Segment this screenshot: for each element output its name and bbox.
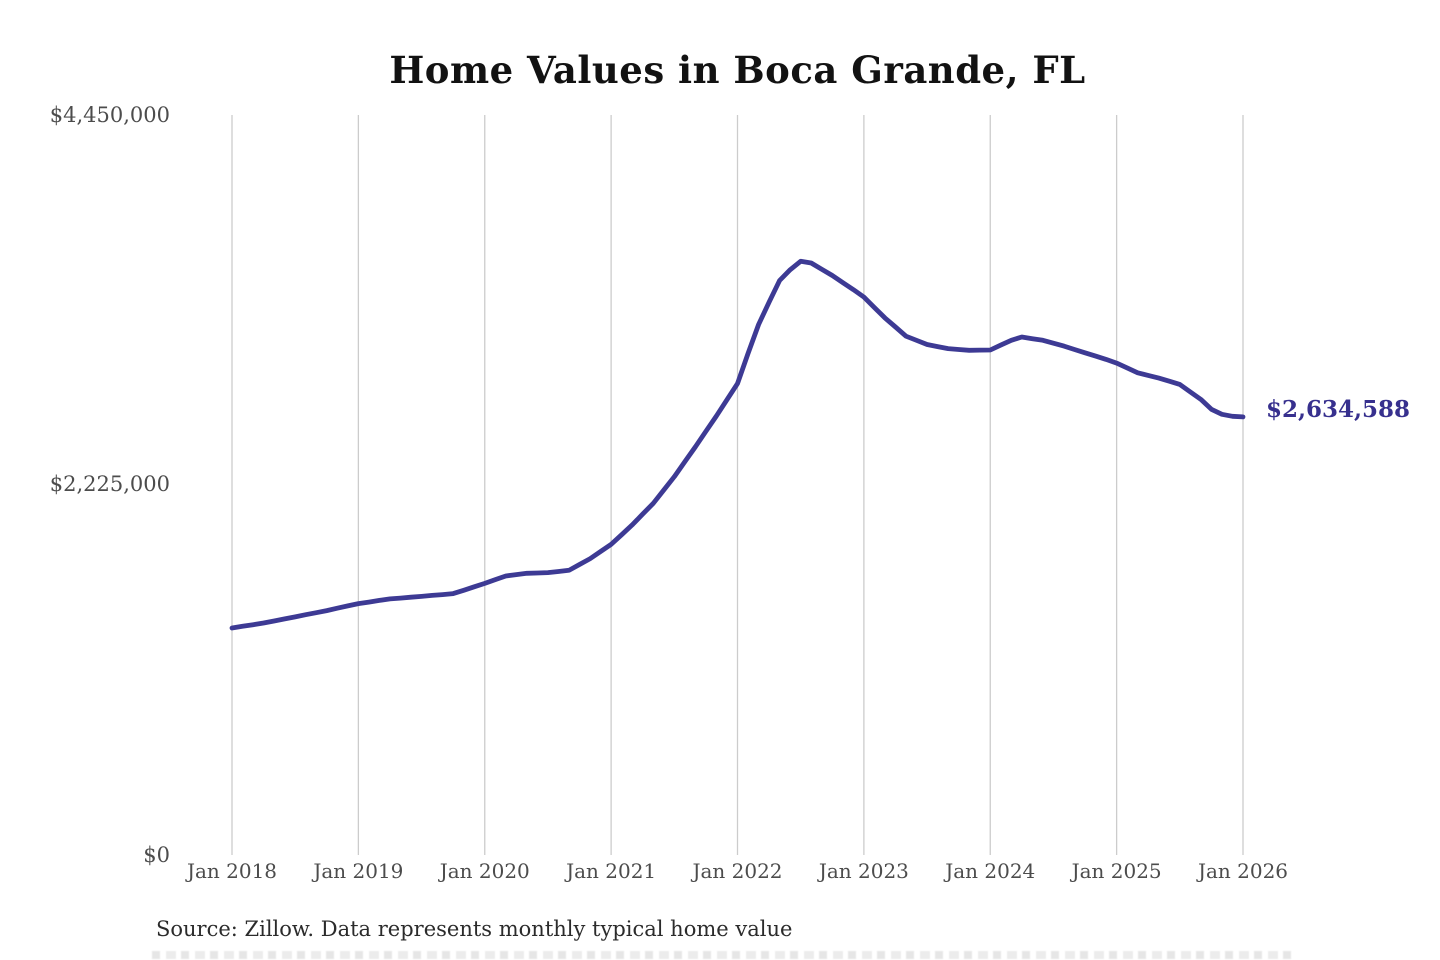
x-tick-label: Jan 2019 [313,859,404,883]
source-caption: Source: Zillow. Data represents monthly … [156,917,793,941]
x-tick-label: Jan 2020 [439,859,530,883]
x-tick-label: Jan 2023 [818,859,909,883]
x-tick-label: Jan 2026 [1197,859,1289,883]
y-tick-label-top: $4,450,000 [49,103,170,127]
current-value-label: $2,634,588 [1266,396,1411,423]
y-tick-label-zero: $0 [143,843,170,867]
chart-title: Home Values in Boca Grande, FL [389,48,1086,92]
x-tick-label: Jan 2021 [566,859,657,883]
x-tick-label: Jan 2025 [1071,859,1162,883]
x-tick-label: Jan 2024 [945,859,1036,883]
x-tick-label: Jan 2018 [186,859,278,883]
y-tick-label-mid: $2,225,000 [49,472,170,496]
x-tick-label: Jan 2022 [692,859,783,883]
home-value-line [229,258,1246,631]
clipped-text-remnant [152,951,1292,959]
